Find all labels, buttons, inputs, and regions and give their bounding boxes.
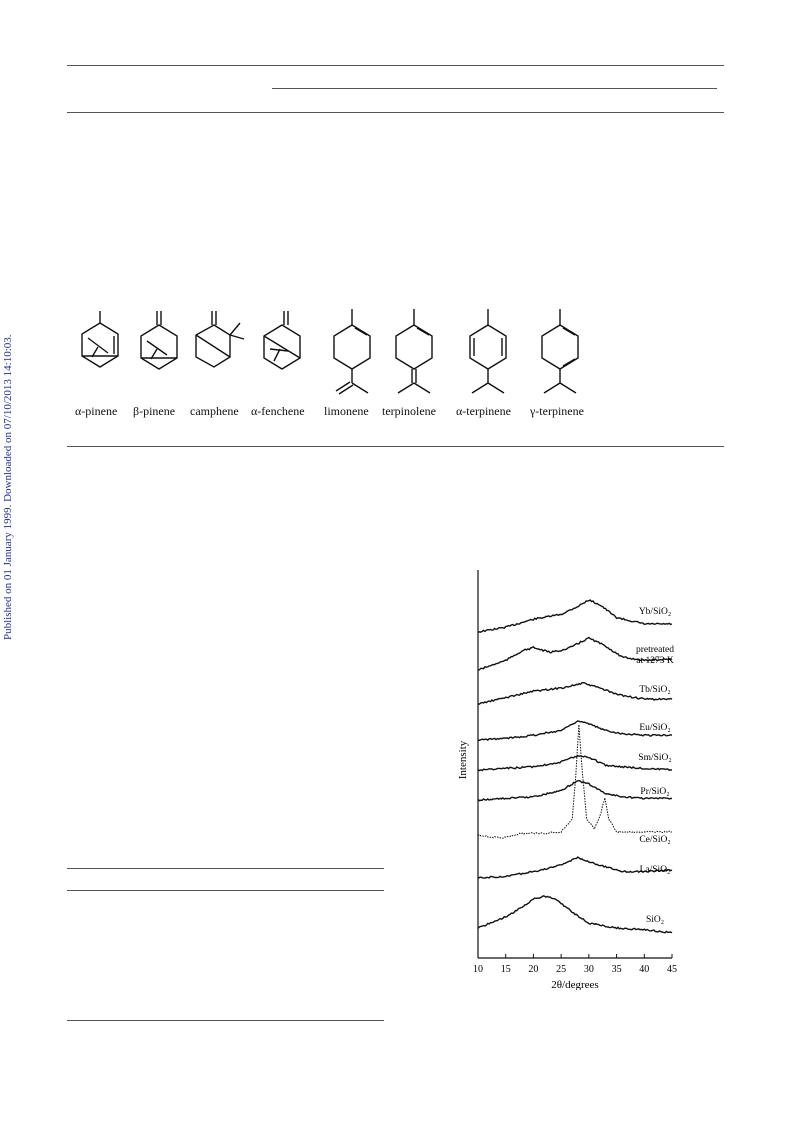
label-a-terpinene: α-terpinene [456, 404, 511, 418]
series-label: SiO₂ [646, 915, 664, 925]
label-limonene: limonene [324, 404, 369, 418]
chart-series [477, 599, 673, 934]
label-terpinolene: terpinolene [382, 404, 436, 418]
series-line [477, 599, 673, 634]
series-line [477, 636, 673, 671]
series-label: Pr/SiO₂ [640, 787, 669, 797]
structure-camphene [190, 305, 246, 375]
table-top-rule [67, 65, 724, 66]
series-label: Ce/SiO₂ [639, 835, 670, 845]
x-tick-label: 10 [473, 964, 483, 975]
publication-sidebar-text[interactable]: Published on 01 January 1999. Downloaded… [2, 334, 14, 640]
table-bottom-rule [67, 112, 724, 113]
structure-a-pinene [78, 305, 122, 375]
structure-g-terpinene [538, 305, 582, 405]
x-tick-label: 20 [528, 964, 538, 975]
structure-a-terpinene [466, 305, 510, 405]
label-camphene: camphene [190, 404, 239, 418]
series-line [477, 754, 673, 772]
series-label: at 1273 K [636, 656, 674, 666]
x-axis-label: 2θ/degrees [551, 979, 598, 990]
y-axis-label: Intensity [457, 740, 469, 779]
series-line [477, 681, 673, 705]
x-tick-label: 35 [612, 964, 622, 975]
label-g-terpinene: γ-terpinene [530, 404, 584, 418]
camphene-structure-icon [195, 311, 245, 368]
a-pinene-structure-icon [81, 311, 119, 368]
series-line [477, 895, 673, 934]
x-tick-label: 15 [501, 964, 511, 975]
x-tick-label: 40 [639, 964, 649, 975]
label-a-pinene: α-pinene [75, 404, 118, 418]
b-pinene-structure-icon [140, 311, 178, 370]
series-label: La/SiO₂ [640, 865, 671, 875]
x-tick-label: 45 [667, 964, 677, 975]
structure-a-fenchene [258, 305, 306, 375]
table2-top-rule [67, 868, 384, 869]
series-line [477, 724, 673, 839]
g-terpinene-structure-icon [541, 309, 579, 394]
series-line [477, 720, 673, 742]
table2-bottom-rule [67, 1020, 384, 1021]
series-label: pretreated [636, 645, 674, 655]
structure-limonene [330, 305, 374, 405]
a-terpinene-structure-icon [469, 309, 507, 394]
series-label: Eu/SiO₂ [639, 723, 670, 733]
publication-sidebar: Published on 01 January 1999. Downloaded… [2, 334, 22, 660]
chart-axes [477, 570, 672, 959]
x-tick-label: 25 [556, 964, 566, 975]
structure-terpinolene [392, 305, 436, 405]
label-a-fenchene: α-fenchene [251, 404, 305, 418]
table-column-rule [272, 88, 717, 89]
label-b-pinene: β-pinene [133, 404, 176, 418]
series-label: Sm/SiO₂ [638, 753, 671, 763]
a-fenchene-structure-icon [263, 311, 301, 370]
terpinolene-structure-icon [395, 309, 433, 394]
series-line [477, 856, 673, 880]
scheme-bottom-rule [67, 446, 724, 447]
limonene-structure-icon [333, 309, 371, 395]
series-label: Tb/SiO₂ [639, 685, 670, 695]
structure-b-pinene [137, 305, 181, 375]
table2-header-rule [67, 890, 384, 891]
x-tick-label: 30 [584, 964, 594, 975]
x-axis-ticks: 10 15 20 25 30 35 40 45 [473, 954, 677, 975]
series-label: Yb/SiO₂ [639, 607, 671, 617]
